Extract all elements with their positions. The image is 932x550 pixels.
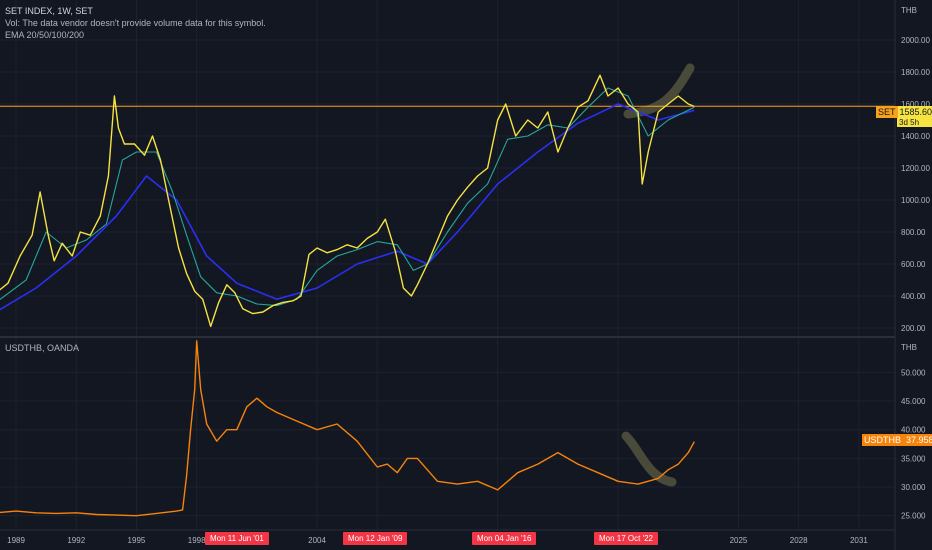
ema-legend[interactable]: EMA 20/50/100/200	[5, 30, 85, 40]
set-countdown: 3d 5h	[897, 118, 932, 127]
chart-grid	[0, 0, 895, 530]
usdthb-y-tick-label: 40.000	[901, 426, 926, 435]
set-price-symbol: SET	[876, 106, 898, 118]
set-y-tick-label: 200.00	[901, 324, 926, 333]
set-price-label: SET 1585.60 3d 5h	[876, 106, 932, 127]
x-tick-label: 1989	[7, 536, 25, 545]
time-axis: 1989199219951998200420072013201920252028…	[7, 536, 868, 545]
usdthb-y-tick-label: 45.000	[901, 397, 926, 406]
volume-note: Vol: The data vendor doesn't provide vol…	[5, 18, 266, 28]
set-y-tick-label: 1000.00	[901, 196, 930, 205]
set-y-tick-label: 1800.00	[901, 68, 930, 77]
set-y-tick-label: 1200.00	[901, 164, 930, 173]
usdthb-y-tick-label: 35.000	[901, 454, 926, 463]
date-tag-2022: Mon 17 Oct '22	[594, 532, 658, 545]
usdthb-price-symbol: USDTHB	[862, 434, 904, 446]
x-tick-label: 2028	[790, 536, 808, 545]
date-tag-2009: Mon 12 Jan '09	[343, 532, 408, 545]
date-tag-2016: Mon 04 Jan '16	[472, 532, 537, 545]
set-y-tick-label: 600.00	[901, 260, 926, 269]
usdthb-y-tick-label: 25.000	[901, 512, 926, 521]
usdthb-currency-label: THB	[901, 343, 917, 352]
set-y-tick-label: 1600.00	[901, 100, 930, 109]
projection-stroke-bottom	[621, 431, 677, 487]
x-tick-label: 1995	[128, 536, 146, 545]
set-y-tick-label: 1400.00	[901, 132, 930, 141]
set-index-series-group	[0, 74, 695, 328]
usdthb-y-axis: 25.000 30.000 35.000 40.000 45.000 50.000	[901, 368, 926, 520]
series-line-usdthb	[0, 340, 695, 517]
x-tick-label: 2031	[850, 536, 868, 545]
set-y-tick-label: 800.00	[901, 228, 926, 237]
set-y-axis: 200.00 400.00 600.00 800.00 1000.00 1200.00 14…	[901, 36, 930, 333]
usdthb-legend-title[interactable]: USDTHB, OANDA	[5, 343, 80, 353]
set-y-tick-label: 400.00	[901, 292, 926, 301]
x-tick-label: 2025	[730, 536, 748, 545]
x-tick-label: 1998	[188, 536, 206, 545]
set-y-tick-label: 2000.00	[901, 36, 930, 45]
usdthb-series-group	[0, 340, 695, 517]
x-tick-label: 2004	[308, 536, 326, 545]
usdthb-price-value: 37.958	[903, 434, 932, 446]
set-legend-title[interactable]: SET INDEX, 1W, SET	[5, 6, 93, 16]
x-tick-label: 1992	[67, 536, 85, 545]
usdthb-legend: USDTHB, OANDA	[5, 342, 79, 354]
usdthb-price-label: USDTHB 37.958	[862, 434, 932, 446]
series-line-ema-50	[0, 103, 695, 311]
set-price-value: 1585.60	[897, 106, 932, 118]
date-tag-2001: Mon 11 Jun '01	[205, 532, 269, 545]
usdthb-y-tick-label: 50.000	[901, 368, 926, 377]
series-line-set	[0, 74, 695, 328]
set-currency-label: THB	[901, 6, 917, 15]
projection-stroke-top	[623, 63, 695, 119]
set-legend: SET INDEX, 1W, SET Vol: The data vendor …	[5, 5, 266, 41]
usdthb-y-tick-label: 30.000	[901, 483, 926, 492]
